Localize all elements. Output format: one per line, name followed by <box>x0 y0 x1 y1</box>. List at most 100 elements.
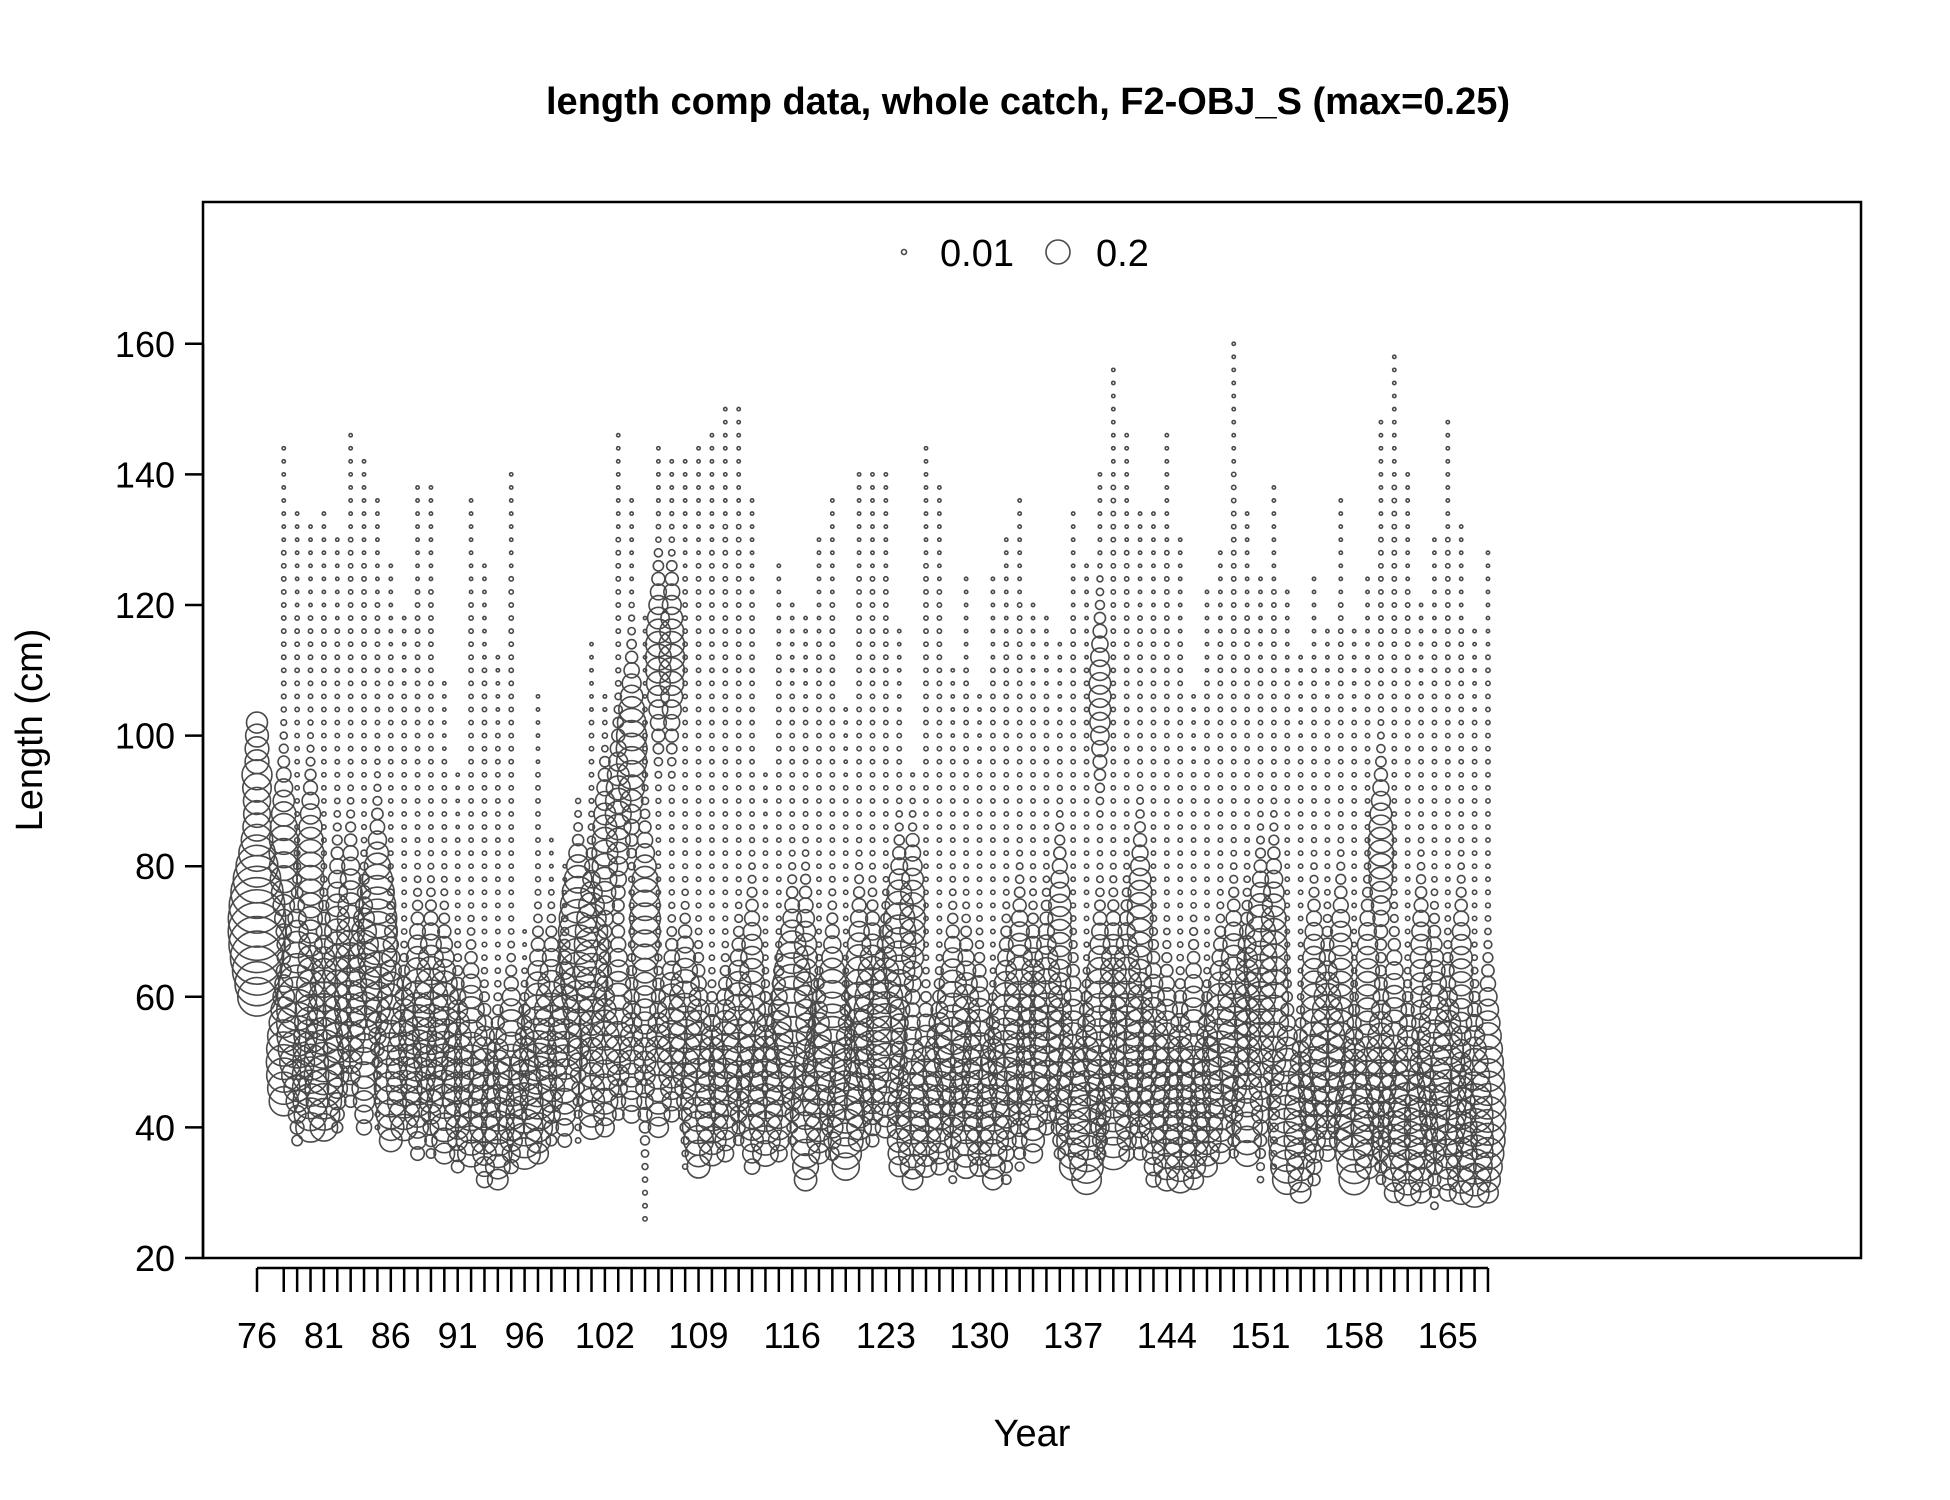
bubble-point <box>1057 654 1063 660</box>
bubble-point <box>294 771 301 778</box>
bubble-point <box>682 498 688 503</box>
bubble-point <box>1137 589 1143 595</box>
bubble-point <box>335 929 366 960</box>
bubble-point <box>695 745 702 752</box>
bubble-point <box>831 1152 861 1181</box>
bubble-point <box>674 1077 697 1100</box>
bubble-point <box>1297 1071 1331 1105</box>
bubble-point <box>905 832 920 848</box>
bubble-point <box>869 654 876 661</box>
bubble-point <box>1472 667 1478 673</box>
bubble-point <box>401 811 408 817</box>
bubble-point <box>1028 888 1038 897</box>
bubble-point <box>1484 876 1491 883</box>
bubble-point <box>1471 824 1478 830</box>
bubble-point <box>1431 615 1437 621</box>
bubble-point <box>1030 654 1036 660</box>
bubble-point <box>882 588 889 595</box>
bubble-point <box>1448 958 1474 984</box>
bubble-point <box>589 1073 620 1104</box>
bubble-point <box>856 732 863 739</box>
bubble-point <box>334 589 340 595</box>
bubble-point <box>604 800 632 828</box>
bubble-point <box>588 784 595 791</box>
bubble-point <box>441 720 447 726</box>
bubble-point <box>989 693 996 700</box>
bubble-point <box>1010 909 1029 928</box>
bubble-point <box>320 797 327 804</box>
bubble-point <box>785 885 799 899</box>
bubble-point <box>228 915 286 974</box>
bubble-point <box>1243 849 1251 857</box>
bubble-point <box>887 998 911 1022</box>
bubble-point <box>1368 866 1394 892</box>
bubble-point <box>1485 706 1491 713</box>
bubble-point <box>361 562 367 569</box>
bubble-point <box>427 667 434 674</box>
bubble-point <box>735 693 742 700</box>
bubble-point <box>1163 628 1170 635</box>
bubble-point <box>677 924 693 939</box>
bubble-point <box>387 811 394 817</box>
bubble-point <box>870 484 875 490</box>
bubble-point <box>280 667 287 674</box>
bubble-point <box>1337 732 1344 739</box>
bubble-point <box>1391 484 1398 491</box>
bubble-point <box>1131 844 1149 862</box>
bubble-point <box>655 889 662 896</box>
bubble-point <box>749 797 756 804</box>
bubble-point <box>881 926 917 963</box>
bubble-point <box>623 661 641 679</box>
bubble-point <box>869 602 876 608</box>
bubble-point <box>1150 511 1156 517</box>
bubble-point <box>659 971 684 996</box>
bubble-point <box>655 810 662 818</box>
bubble-point <box>1434 1009 1462 1037</box>
bubble-point <box>1391 771 1398 778</box>
bubble-point <box>374 589 380 595</box>
bubble-point <box>1083 915 1090 922</box>
bubble-point <box>957 948 975 967</box>
bubble-point <box>1204 628 1210 634</box>
bubble-point <box>696 511 702 517</box>
bubble-point <box>882 641 889 648</box>
bubble-point <box>1070 902 1077 909</box>
bubble-point <box>386 888 395 897</box>
bubble-point <box>408 1131 427 1150</box>
bubble-point <box>696 550 702 556</box>
bubble-point <box>1472 693 1478 699</box>
bubble-point <box>347 602 354 608</box>
x-tick-label: 102 <box>575 1315 635 1356</box>
chart-title: length comp data, whole catch, F2-OBJ_S … <box>546 81 1510 123</box>
bubble-point <box>373 1032 408 1066</box>
bubble-point <box>481 680 488 687</box>
bubble-point <box>1164 432 1170 438</box>
bubble-point <box>1003 641 1010 648</box>
bubble-point <box>750 1125 781 1156</box>
bubble-point <box>775 719 782 726</box>
bubble-point <box>1164 498 1170 503</box>
bubble-point <box>1391 863 1398 870</box>
bubble-point <box>667 770 676 779</box>
bubble-point <box>949 863 956 870</box>
bubble-point <box>989 967 997 975</box>
bubble-point <box>481 706 488 713</box>
bubble-point <box>387 719 394 726</box>
bubble-point <box>735 588 742 595</box>
bubble-point <box>923 458 929 464</box>
bubble-point <box>802 810 809 818</box>
bubble-point <box>865 1028 907 1070</box>
bubble-point <box>1230 680 1237 687</box>
bubble-point <box>1310 1070 1345 1106</box>
bubble-point <box>1150 850 1157 857</box>
bubble-point <box>950 680 956 686</box>
bubble-point <box>1203 954 1211 961</box>
bubble-point <box>1365 589 1371 595</box>
bubble-point <box>388 641 394 647</box>
bubble-point <box>343 833 358 847</box>
bubble-point <box>854 874 865 885</box>
bubble-point <box>1019 1113 1047 1142</box>
bubble-point <box>856 588 863 595</box>
bubble-point <box>1162 939 1172 950</box>
bubble-point <box>829 824 836 830</box>
